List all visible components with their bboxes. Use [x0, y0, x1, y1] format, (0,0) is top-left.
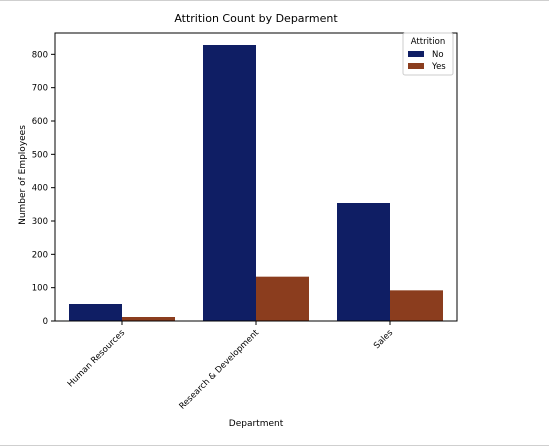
bar-yes-human-resources [122, 317, 175, 321]
y-tick-label: 400 [32, 184, 48, 194]
bar-yes-sales [390, 290, 443, 321]
legend-swatch-no [408, 51, 424, 57]
y-tick-label: 700 [32, 84, 48, 94]
legend-title: Attrition [411, 37, 445, 47]
legend: Attrition No Yes [402, 32, 454, 76]
bars-group [69, 45, 443, 321]
y-tick-label: 100 [32, 284, 48, 294]
y-tick-label: 800 [32, 50, 48, 60]
x-axis: Human Resources Research & Development Sal… [66, 321, 396, 412]
y-axis-label: Number of Employees [18, 125, 28, 225]
y-tick-label: 200 [32, 250, 48, 260]
bar-yes-research-development [256, 276, 309, 321]
legend-label-no: No [432, 50, 444, 60]
y-tick-label: 600 [32, 117, 48, 127]
y-tick-label: 0 [43, 317, 48, 327]
legend-swatch-yes [408, 63, 424, 69]
x-axis-label: Department [229, 419, 284, 429]
x-tick-label: Human Resources [66, 328, 128, 390]
y-tick-label: 300 [32, 217, 48, 227]
plot-area-frame [54, 32, 458, 322]
bar-no-sales [337, 203, 390, 321]
chart-title: Attrition Count by Deparment [174, 12, 338, 25]
y-tick-label: 500 [32, 150, 48, 160]
x-tick-label: Sales [372, 328, 395, 351]
y-axis: 0 100 200 300 400 500 600 700 800 [32, 50, 55, 327]
bar-no-research-development [203, 45, 256, 321]
bar-no-human-resources [69, 304, 122, 321]
x-tick-label: Research & Development [178, 328, 262, 412]
legend-label-yes: Yes [431, 62, 446, 72]
